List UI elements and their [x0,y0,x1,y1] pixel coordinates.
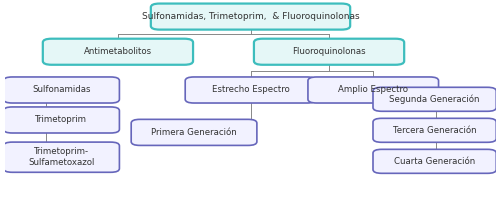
Text: Trimetoprim: Trimetoprim [36,115,88,124]
FancyBboxPatch shape [151,4,350,30]
FancyBboxPatch shape [4,142,119,172]
FancyBboxPatch shape [373,149,496,173]
FancyBboxPatch shape [131,119,257,145]
Text: Segunda Generación: Segunda Generación [389,95,480,104]
Text: Antimetabolitos: Antimetabolitos [84,47,152,56]
Text: Sulfonamidas: Sulfonamidas [32,85,91,95]
Text: Tercera Generación: Tercera Generación [393,126,476,135]
Text: Cuarta Generación: Cuarta Generación [394,157,475,166]
Text: Trimetoprim-
Sulfametoxazol: Trimetoprim- Sulfametoxazol [28,147,95,167]
FancyBboxPatch shape [373,118,496,142]
FancyBboxPatch shape [308,77,438,103]
Text: Sulfonamidas, Trimetoprim,  & Fluoroquinolonas: Sulfonamidas, Trimetoprim, & Fluoroquino… [142,12,359,21]
Text: Estrecho Espectro: Estrecho Espectro [211,85,290,95]
FancyBboxPatch shape [4,77,119,103]
FancyBboxPatch shape [254,39,404,65]
Text: Amplio Espectro: Amplio Espectro [338,85,408,95]
FancyBboxPatch shape [43,39,193,65]
FancyBboxPatch shape [373,87,496,111]
FancyBboxPatch shape [185,77,316,103]
Text: Fluoroquinolonas: Fluoroquinolonas [292,47,366,56]
Text: Primera Generación: Primera Generación [151,128,237,137]
FancyBboxPatch shape [4,107,119,133]
